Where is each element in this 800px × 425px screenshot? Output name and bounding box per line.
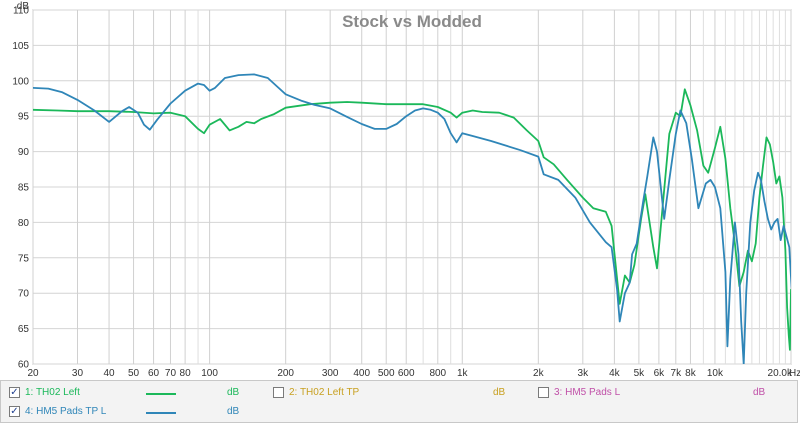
y-tick-label: 70 xyxy=(18,289,30,300)
legend-checkbox-hm5-pads-l[interactable] xyxy=(538,387,549,398)
legend-swatch xyxy=(146,393,176,395)
x-tick-label: 500 xyxy=(378,368,395,379)
x-axis-unit-label: Hz xyxy=(789,368,800,379)
x-tick-label: 70 xyxy=(165,368,177,379)
x-tick-label: 3k xyxy=(578,368,590,379)
x-tick-label: 600 xyxy=(398,368,415,379)
legend-checkbox-th02-left[interactable]: ✓ xyxy=(9,387,20,398)
x-tick-label: 20.0k xyxy=(768,368,793,379)
y-tick-label: 110 xyxy=(13,6,29,17)
x-tick-label: 30 xyxy=(72,368,84,379)
x-tick-label: 800 xyxy=(429,368,446,379)
frequency-response-chart: 60 65 70 75 80 85 90 95 100 105 110 20 30 40 50 60 70 80 1… xyxy=(12,1,800,380)
legend-label: 2: TH02 Left TP xyxy=(289,387,360,398)
y-axis-unit-label: dB xyxy=(17,1,30,12)
y-tick-label: 90 xyxy=(18,147,30,158)
x-tick-label: 5k xyxy=(634,368,646,379)
legend-unit: dB xyxy=(227,387,240,398)
x-tick-label: 300 xyxy=(322,368,339,379)
x-tick-label: 50 xyxy=(128,368,140,379)
series-lines xyxy=(33,73,791,364)
legend-checkbox-th02-left-tp[interactable] xyxy=(273,387,284,398)
x-tick-label: 8k xyxy=(685,368,697,379)
legend-unit: dB xyxy=(493,387,506,398)
y-tick-label: 95 xyxy=(18,112,30,123)
x-tick-label: 100 xyxy=(201,368,218,379)
y-tick-label: 75 xyxy=(18,253,30,264)
legend-label: 1: TH02 Left xyxy=(25,387,80,398)
legend-unit: dB xyxy=(753,387,766,398)
legend-checkbox-hm5-pads-tp-l[interactable]: ✓ xyxy=(9,406,20,417)
y-tick-label: 80 xyxy=(18,218,30,229)
x-tick-label: 200 xyxy=(277,368,294,379)
legend-panel: ✓ 1: TH02 Left dB 2: TH02 Left TP dB 3: … xyxy=(0,380,798,423)
x-tick-label: 6k xyxy=(654,368,666,379)
y-tick-label: 65 xyxy=(18,324,30,335)
legend-unit: dB xyxy=(227,406,240,417)
x-tick-label: 40 xyxy=(103,368,115,379)
series-line-4 xyxy=(33,73,791,364)
x-tick-label: 1k xyxy=(457,368,469,379)
x-tick-label: 400 xyxy=(353,368,370,379)
x-tick-label: 10k xyxy=(707,368,724,379)
x-tick-label: 20 xyxy=(27,368,39,379)
x-tick-label: 80 xyxy=(180,368,192,379)
x-tick-label: 60 xyxy=(148,368,160,379)
series-line-1 xyxy=(33,88,791,351)
y-tick-label: 60 xyxy=(18,360,30,371)
y-tick-label: 100 xyxy=(12,76,29,87)
y-tick-label: 105 xyxy=(12,41,29,52)
legend-item-hm5-pads-tp-l: ✓ 4: HM5 Pads TP L dB xyxy=(9,404,247,420)
legend-item-th02-left: ✓ 1: TH02 Left dB xyxy=(9,385,247,401)
x-tick-label: 4k xyxy=(609,368,621,379)
y-tick-label: 85 xyxy=(18,183,30,194)
legend-item-th02-left-tp: 2: TH02 Left TP dB xyxy=(273,385,513,401)
legend-swatch xyxy=(146,412,176,414)
legend-label: 3: HM5 Pads L xyxy=(554,387,621,398)
x-tick-label: 2k xyxy=(533,368,545,379)
chart-title: Stock vs Modded xyxy=(342,12,482,31)
legend-label: 4: HM5 Pads TP L xyxy=(25,406,107,417)
x-tick-label: 7k xyxy=(671,368,683,379)
legend-item-hm5-pads-l: 3: HM5 Pads L dB xyxy=(538,385,773,401)
